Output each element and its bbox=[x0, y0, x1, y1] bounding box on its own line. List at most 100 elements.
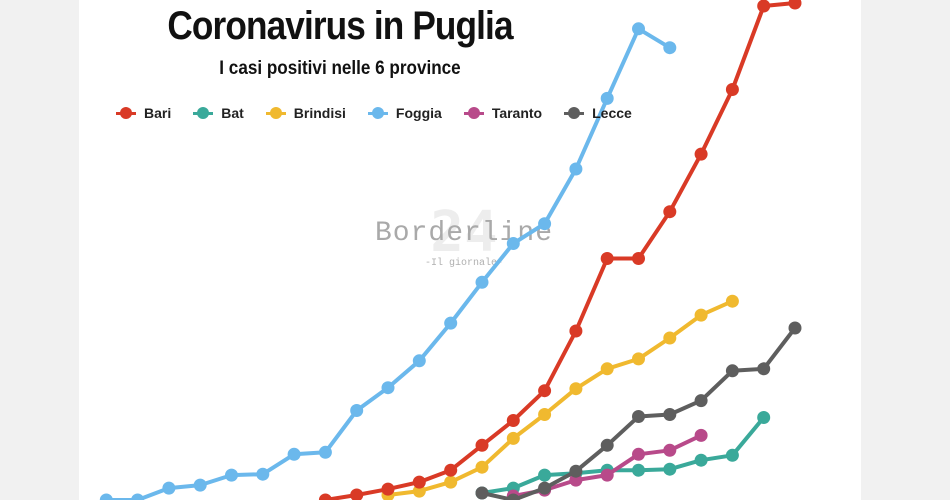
data-point-lecce bbox=[569, 464, 583, 478]
data-point-brindisi bbox=[632, 352, 645, 366]
data-point-foggia bbox=[131, 493, 145, 500]
data-point-foggia bbox=[99, 493, 113, 500]
data-point-foggia bbox=[632, 22, 645, 36]
data-point-bat bbox=[757, 411, 771, 424]
legend-label-lecce: Lecce bbox=[592, 105, 632, 121]
data-point-foggia bbox=[162, 481, 176, 495]
watermark-tagline: -Il giornale- bbox=[424, 258, 503, 269]
legend-marker-taranto bbox=[463, 106, 484, 120]
legend-label-brindisi: Brindisi bbox=[293, 105, 346, 121]
data-point-taranto bbox=[600, 468, 614, 482]
legend-item-bari: Bari bbox=[116, 105, 171, 121]
legend-marker-lecce bbox=[564, 106, 585, 120]
data-point-bari bbox=[694, 147, 708, 161]
data-point-foggia bbox=[663, 41, 677, 55]
data-point-foggia bbox=[318, 445, 332, 459]
data-point-brindisi bbox=[412, 484, 426, 498]
legend-marker-bari bbox=[116, 106, 136, 120]
legend-item-brindisi: Brindisi bbox=[265, 105, 346, 121]
data-point-bari bbox=[475, 438, 489, 452]
data-point-foggia bbox=[225, 468, 238, 482]
right-margin bbox=[861, 0, 950, 500]
data-point-lecce bbox=[663, 408, 677, 421]
data-point-brindisi bbox=[538, 408, 552, 421]
watermark: 24 Borderline -Il giornale- bbox=[358, 200, 570, 280]
data-point-brindisi bbox=[725, 294, 739, 308]
series-line-foggia bbox=[106, 26, 671, 500]
data-point-brindisi bbox=[663, 331, 677, 345]
data-point-bat bbox=[694, 453, 708, 467]
legend-item-lecce: Lecce bbox=[564, 105, 632, 121]
data-point-brindisi bbox=[444, 475, 458, 489]
watermark-name: Borderline bbox=[374, 218, 554, 249]
legend-label-taranto: Taranto bbox=[491, 105, 543, 121]
legend-marker-bat bbox=[193, 106, 214, 120]
data-point-bat bbox=[725, 448, 739, 462]
data-point-bat bbox=[538, 468, 552, 482]
data-point-bari bbox=[381, 482, 395, 496]
data-point-bari bbox=[788, 0, 802, 10]
data-point-bari bbox=[663, 205, 677, 219]
data-point-bari bbox=[444, 463, 458, 477]
data-point-bari bbox=[538, 384, 552, 398]
data-point-foggia bbox=[287, 447, 301, 461]
data-point-bari bbox=[506, 414, 520, 427]
data-point-bari bbox=[412, 475, 426, 489]
data-point-taranto bbox=[569, 473, 583, 487]
watermark-number: 24 bbox=[430, 200, 498, 265]
chart-title: Coronavirus in Puglia bbox=[167, 4, 513, 48]
data-point-foggia bbox=[475, 275, 489, 289]
series-brindisi bbox=[381, 294, 739, 500]
data-point-brindisi bbox=[506, 431, 520, 445]
left-margin bbox=[0, 0, 79, 500]
data-point-lecce bbox=[506, 493, 520, 500]
legend-item-bat: Bat bbox=[193, 105, 244, 121]
data-point-lecce bbox=[757, 362, 771, 376]
data-point-lecce bbox=[788, 321, 802, 335]
legend: Bari Bat Brindisi Foggia Taranto Lecce bbox=[116, 103, 654, 123]
data-point-foggia bbox=[444, 316, 458, 330]
series-line-bat bbox=[481, 416, 766, 495]
data-point-brindisi bbox=[475, 460, 489, 474]
data-point-foggia bbox=[350, 404, 364, 417]
series-bat bbox=[475, 411, 771, 500]
data-point-brindisi bbox=[600, 362, 614, 376]
data-point-foggia bbox=[256, 467, 270, 481]
legend-label-bari: Bari bbox=[144, 105, 172, 121]
data-point-lecce bbox=[475, 486, 489, 500]
data-point-brindisi bbox=[569, 382, 583, 396]
legend-marker-brindisi bbox=[265, 106, 286, 120]
data-point-brindisi bbox=[694, 308, 708, 322]
data-point-foggia bbox=[600, 91, 614, 105]
data-point-bari bbox=[318, 493, 332, 500]
legend-marker-foggia bbox=[367, 106, 388, 120]
data-point-lecce bbox=[538, 481, 552, 495]
data-point-bat bbox=[632, 463, 645, 477]
data-point-taranto bbox=[632, 447, 645, 461]
data-point-bari bbox=[600, 252, 614, 265]
data-point-lecce bbox=[694, 394, 708, 408]
series-bari bbox=[318, 0, 802, 500]
data-point-bat bbox=[663, 462, 677, 476]
legend-label-foggia: Foggia bbox=[395, 105, 442, 121]
data-point-foggia bbox=[538, 217, 552, 231]
data-point-taranto bbox=[694, 428, 708, 442]
data-point-foggia bbox=[506, 237, 520, 250]
series-line-bari bbox=[325, 1, 796, 500]
legend-label-bat: Bat bbox=[221, 105, 244, 121]
data-point-lecce bbox=[600, 438, 614, 452]
data-point-bari bbox=[350, 488, 364, 500]
data-point-lecce bbox=[725, 364, 739, 378]
data-point-lecce bbox=[632, 410, 645, 423]
series-lecce bbox=[475, 321, 802, 500]
series-foggia bbox=[99, 22, 677, 500]
data-point-bari bbox=[757, 0, 771, 13]
data-point-foggia bbox=[381, 381, 395, 395]
data-point-foggia bbox=[569, 162, 583, 176]
legend-item-taranto: Taranto bbox=[463, 105, 543, 121]
data-point-bari bbox=[569, 324, 583, 338]
data-point-foggia bbox=[412, 354, 426, 368]
data-point-foggia bbox=[193, 478, 207, 492]
